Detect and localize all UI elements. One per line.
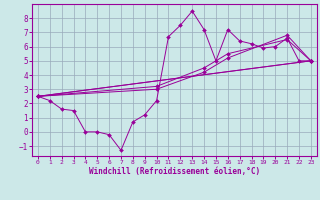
X-axis label: Windchill (Refroidissement éolien,°C): Windchill (Refroidissement éolien,°C) xyxy=(89,167,260,176)
